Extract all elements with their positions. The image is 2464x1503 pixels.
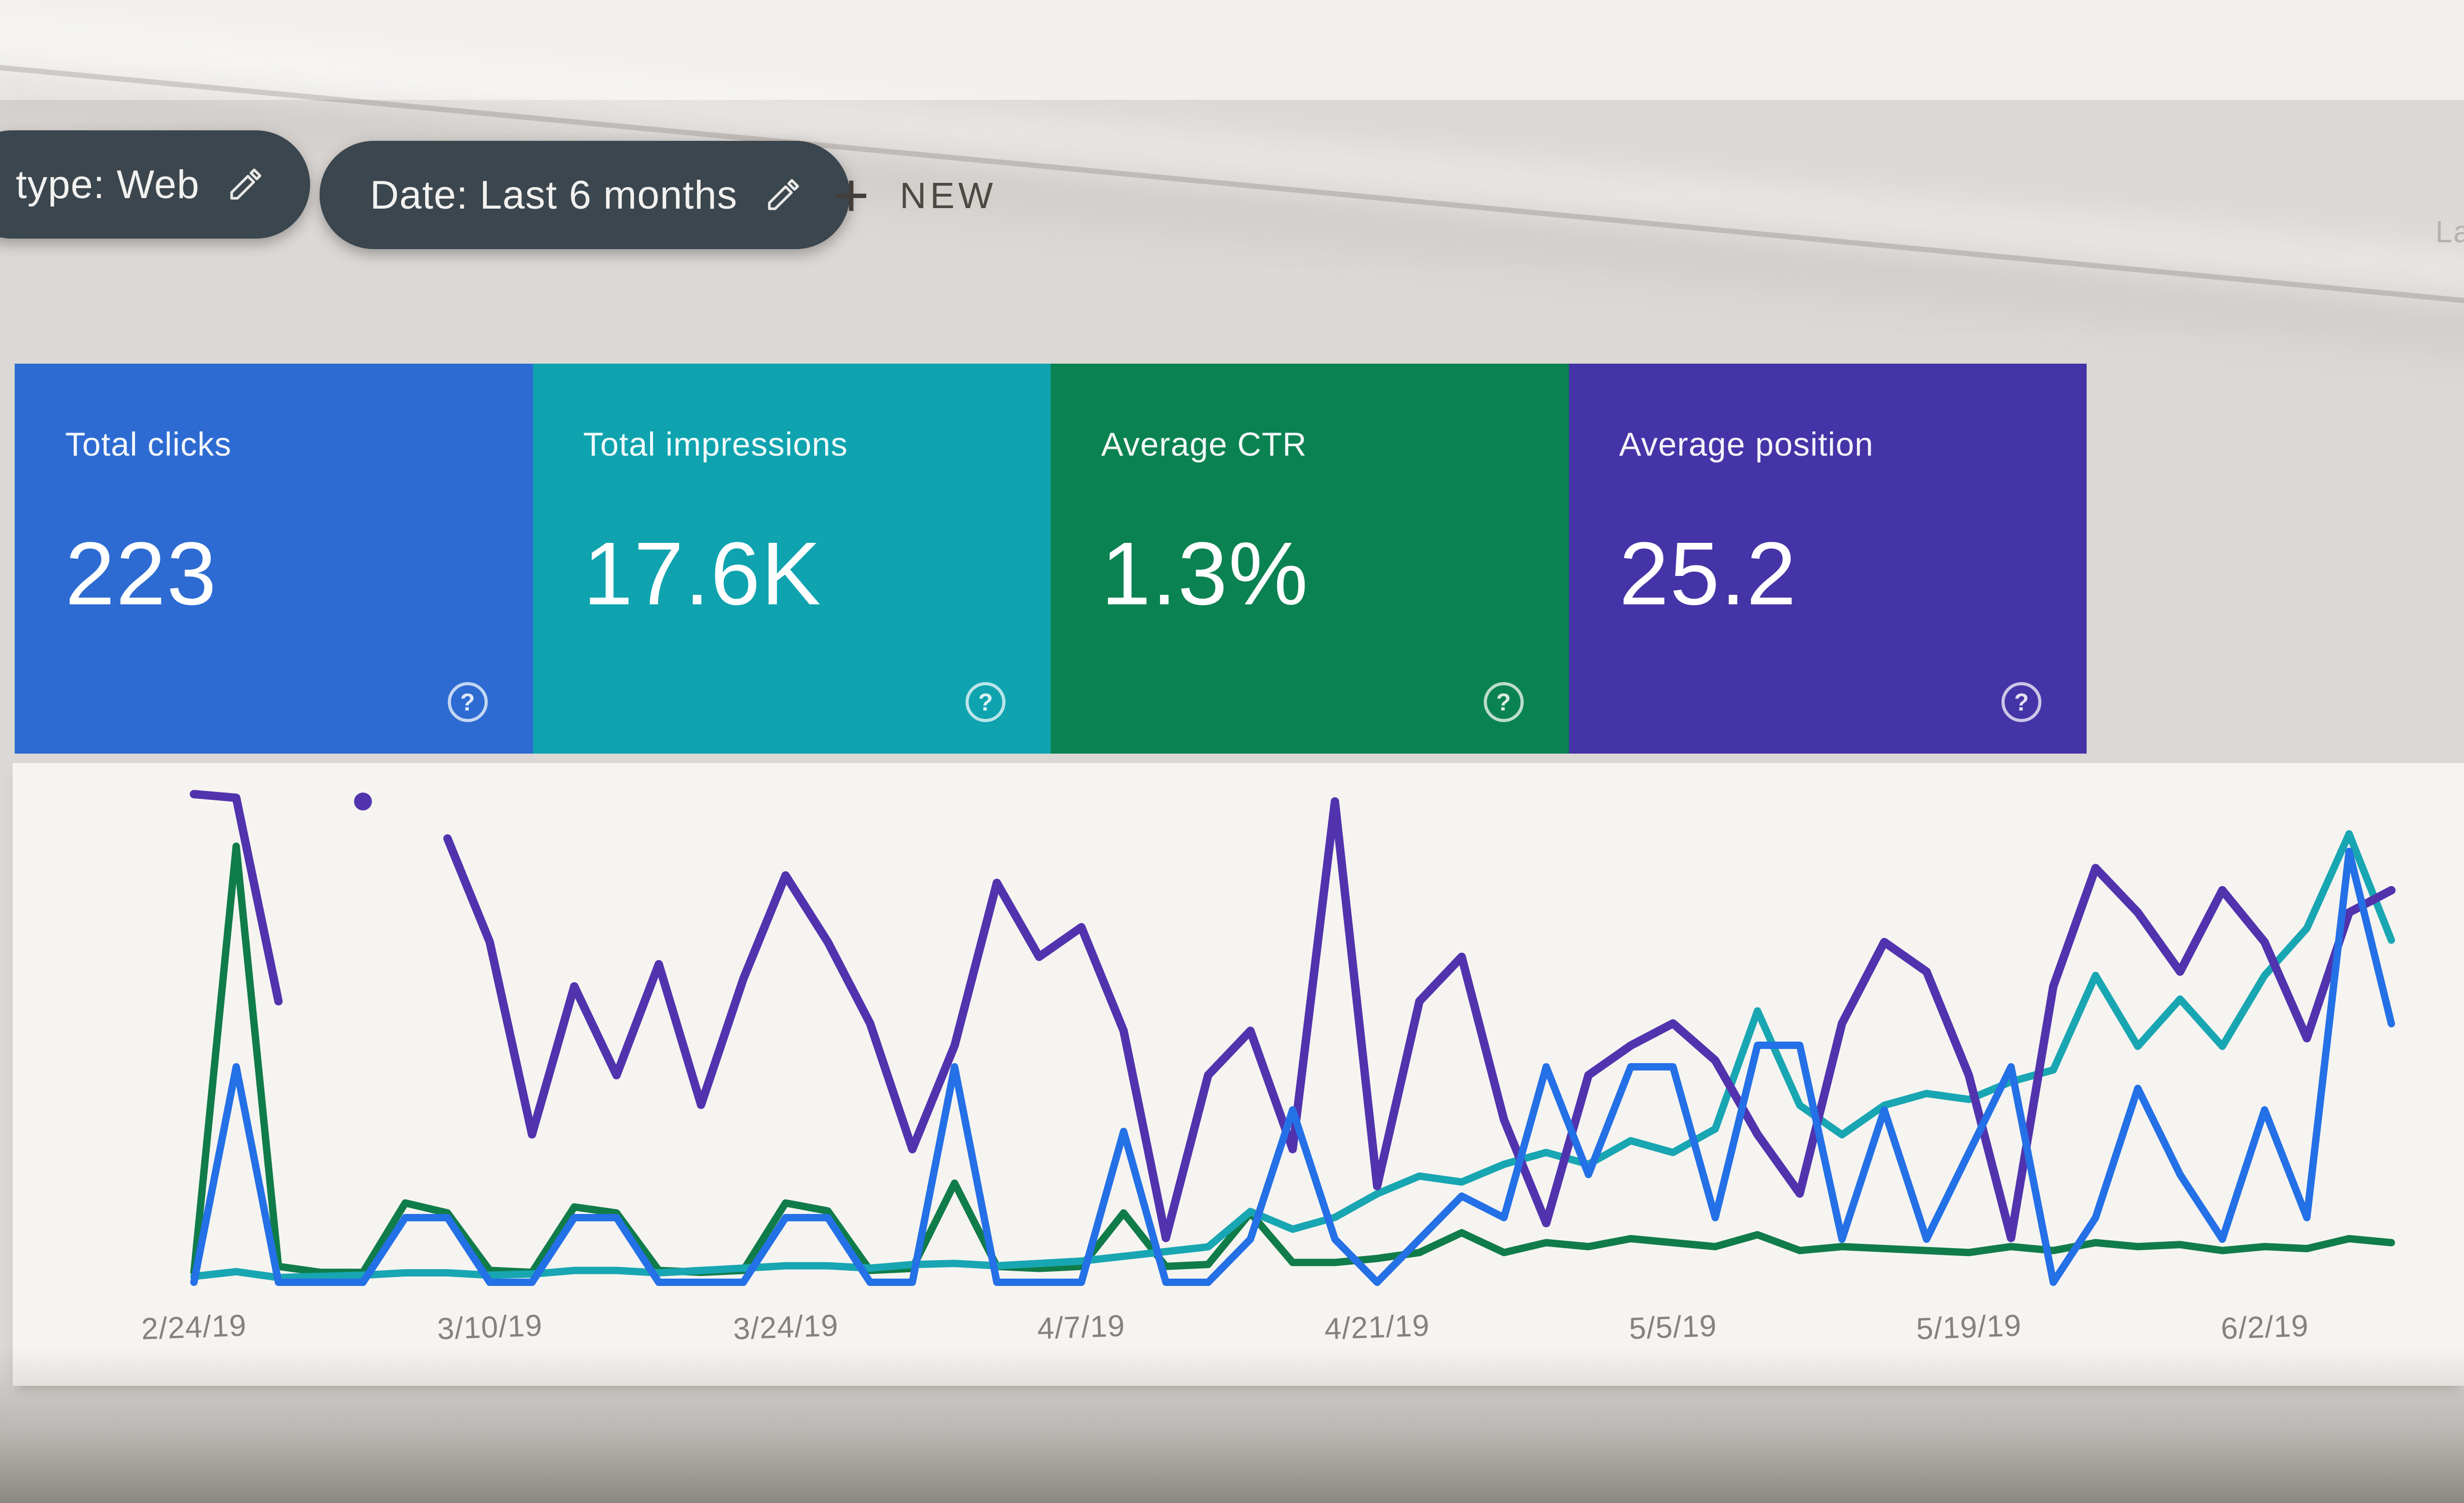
x-axis: 2/24/19 3/10/19 3/24/19 4/7/19 4/21/19 5/5/19… [13, 1308, 2464, 1373]
browser-top-area [0, 0, 2464, 100]
filter-chip-date-range-label: Date: Last 6 months [370, 172, 738, 218]
help-icon[interactable]: ? [1483, 682, 1524, 722]
help-icon[interactable]: ? [2001, 682, 2041, 722]
new-filter-button-label: NEW [899, 175, 997, 216]
metric-title: Average position [1619, 426, 1874, 463]
series-line-average-position[interactable] [190, 790, 283, 1006]
help-icon[interactable]: ? [966, 682, 1005, 722]
summary-cards-row: Total clicks 223 ? Total impressions 17.… [15, 364, 2087, 754]
metric-value: 223 [65, 524, 218, 624]
plus-icon: + [833, 161, 869, 230]
metric-value: 1.3% [1101, 524, 1309, 624]
x-axis-tick-label: 4/21/19 [1323, 1308, 1431, 1346]
metric-value: 25.2 [1619, 524, 1798, 624]
metric-title: Average CTR [1101, 426, 1307, 463]
performance-line-chart[interactable] [13, 763, 2464, 1310]
series-line-ctr-[interactable] [190, 842, 2395, 1276]
x-axis-tick-label: 3/24/19 [732, 1308, 839, 1346]
x-axis-tick-label: 2/24/19 [140, 1308, 248, 1346]
pencil-icon[interactable] [765, 177, 802, 213]
series-line-impressions[interactable] [190, 830, 2395, 1281]
filter-chip-date-range[interactable]: Date: Last 6 months [320, 141, 850, 249]
help-icon[interactable]: ? [447, 682, 488, 722]
metric-card-total-impressions[interactable]: Total impressions 17.6K ? [532, 364, 1051, 754]
metric-value: 17.6K [583, 524, 822, 624]
pencil-icon[interactable] [227, 166, 264, 203]
metric-title: Total impressions [583, 426, 848, 463]
series-line-average-position[interactable] [443, 797, 2396, 1242]
series-line-clicks[interactable] [190, 848, 2395, 1286]
last-updated-partial-text: La [2435, 215, 2464, 249]
data-point-average-position[interactable] [354, 792, 372, 811]
x-axis-tick-label: 5/19/19 [1915, 1308, 2022, 1346]
metric-card-average-position[interactable]: Average position 25.2 ? [1568, 364, 2087, 754]
performance-chart-panel: 2/24/19 3/10/19 3/24/19 4/7/19 4/21/19 5/5/19… [13, 763, 2464, 1386]
new-filter-button[interactable]: + NEW [833, 153, 997, 238]
x-axis-tick-label: 5/5/19 [1628, 1309, 1718, 1346]
metric-card-average-ctr[interactable]: Average CTR 1.3% ? [1051, 364, 1569, 754]
x-axis-tick-label: 6/2/19 [2220, 1309, 2309, 1346]
filter-chip-search-type-label: type: Web [16, 162, 200, 207]
filter-chip-search-type[interactable]: type: Web [0, 130, 310, 239]
metric-title: Total clicks [65, 426, 232, 463]
metric-card-total-clicks[interactable]: Total clicks 223 ? [15, 364, 533, 754]
x-axis-tick-label: 3/10/19 [436, 1308, 543, 1346]
x-axis-tick-label: 4/7/19 [1036, 1309, 1126, 1346]
